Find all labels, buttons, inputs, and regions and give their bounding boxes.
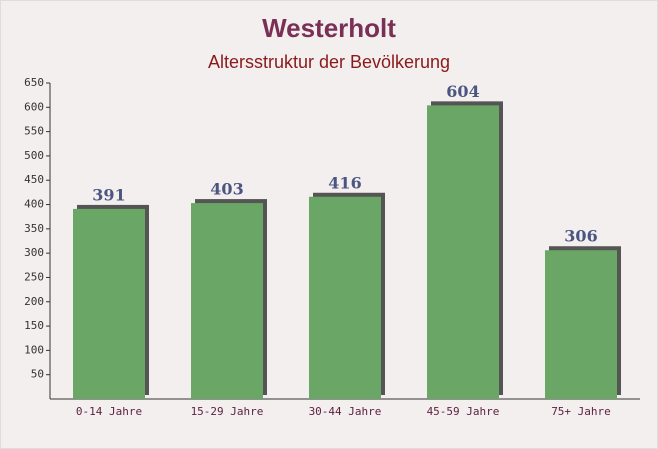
y-tick-label: 500	[24, 149, 44, 162]
chart-subtitle: Altersstruktur der Bevölkerung	[208, 52, 450, 72]
y-tick-label: 100	[24, 343, 44, 356]
y-tick-label: 400	[24, 198, 44, 211]
chart-title: Westerholt	[262, 13, 396, 43]
bar	[191, 203, 263, 399]
y-tick-label: 300	[24, 246, 44, 259]
y-tick-label: 650	[24, 76, 44, 89]
bar	[427, 105, 499, 400]
y-tick-label: 50	[31, 368, 44, 381]
value-label: 403	[210, 180, 243, 199]
x-tick-label: 75+ Jahre	[551, 405, 611, 418]
value-label: 604	[446, 82, 479, 101]
y-tick-label: 450	[24, 173, 44, 186]
y-tick-label: 250	[24, 270, 44, 283]
value-label: 416	[328, 173, 361, 192]
bar	[73, 208, 145, 399]
bar	[309, 196, 381, 399]
y-tick-label: 550	[24, 125, 44, 138]
value-label: 306	[564, 227, 597, 246]
x-tick-label: 15-29 Jahre	[191, 405, 264, 418]
y-tick-label: 200	[24, 295, 44, 308]
y-tick-label: 350	[24, 222, 44, 235]
x-tick-label: 0-14 Jahre	[76, 405, 142, 418]
y-tick-label: 150	[24, 319, 44, 332]
value-label: 391	[92, 185, 125, 204]
bar	[545, 250, 617, 399]
x-tick-label: 30-44 Jahre	[309, 405, 382, 418]
x-tick-label: 45-59 Jahre	[427, 405, 500, 418]
y-tick-label: 600	[24, 100, 44, 113]
